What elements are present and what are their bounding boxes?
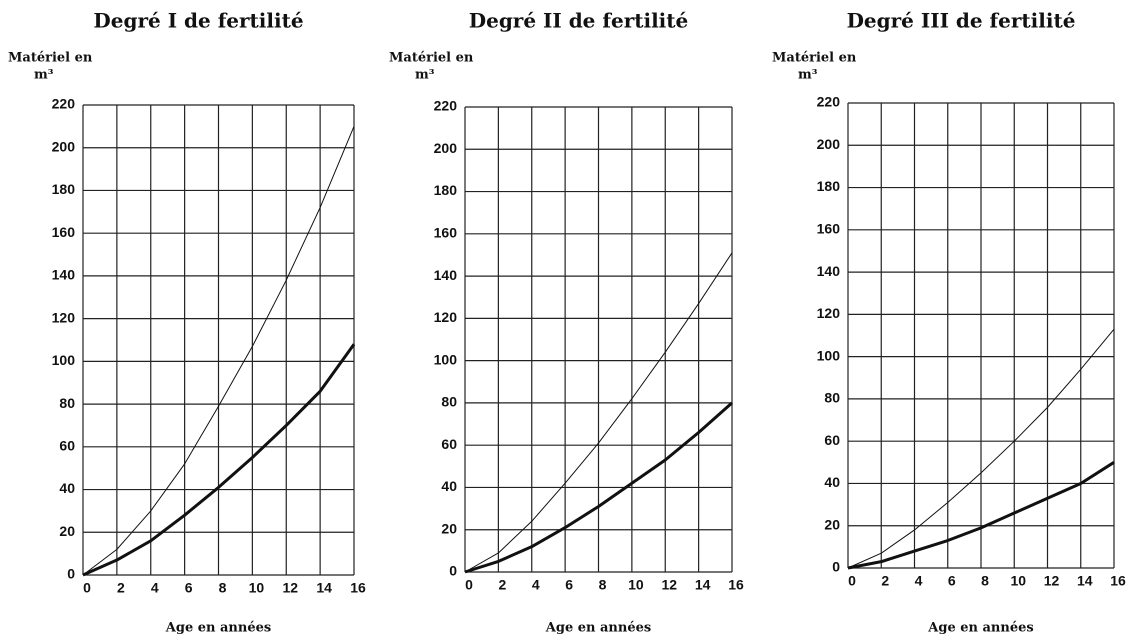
y-tick-label: 40 — [59, 480, 75, 496]
y-tick-label: 200 — [52, 138, 76, 154]
line — [464, 252, 733, 573]
y-tick-label: 180 — [434, 182, 458, 198]
y-tick-label: 120 — [434, 309, 458, 325]
y-axis-label: m³ — [34, 68, 54, 83]
x-tick-label: 14 — [316, 580, 332, 596]
y-tick-label: 180 — [52, 181, 76, 197]
line — [847, 328, 1115, 569]
x-tick-label: 10 — [628, 577, 644, 593]
x-tick-label: 14 — [1077, 573, 1093, 589]
x-tick-label: 16 — [350, 580, 366, 596]
x-tick-label: 12 — [282, 580, 298, 596]
y-tick-label: 80 — [59, 395, 75, 411]
x-tick-label: 4 — [532, 577, 540, 593]
y-axis-label: m³ — [798, 68, 818, 83]
x-tick-label: 10 — [1010, 573, 1026, 589]
x-tick-label: 0 — [83, 580, 91, 596]
y-tick-label: 100 — [817, 347, 841, 363]
y-tick-label: 0 — [449, 563, 457, 579]
chart-title: Degré II de fertilité — [469, 9, 688, 33]
y-tick-label: 80 — [824, 390, 840, 406]
x-tick-label: 2 — [117, 580, 125, 596]
x-tick-label: 6 — [948, 573, 956, 589]
y-tick-label: 200 — [817, 136, 841, 152]
line — [464, 401, 733, 574]
y-tick-label: 60 — [824, 432, 840, 448]
x-axis-label: Age en années — [165, 621, 271, 636]
x-tick-label: 12 — [1044, 573, 1060, 589]
y-axis-label: Matériel en — [8, 51, 93, 66]
x-tick-label: 4 — [151, 580, 159, 596]
y-axis-label: Matériel en — [389, 51, 474, 66]
x-tick-label: 6 — [185, 580, 193, 596]
y-axis-label: m³ — [415, 68, 435, 83]
y-tick-label: 180 — [817, 178, 841, 194]
y-tick-label: 220 — [52, 96, 76, 112]
chart-title: Degré I de fertilité — [93, 9, 303, 33]
chart-title: Degré III de fertilité — [847, 9, 1076, 33]
y-tick-label: 140 — [52, 267, 76, 283]
y-tick-label: 80 — [441, 394, 457, 410]
y-tick-label: 140 — [817, 263, 841, 279]
y-tick-label: 60 — [441, 436, 457, 452]
y-tick-label: 160 — [52, 224, 76, 240]
y-tick-label: 160 — [434, 225, 458, 241]
y-tick-label: 220 — [817, 94, 841, 110]
y-tick-label: 120 — [817, 305, 841, 321]
y-tick-label: 20 — [824, 516, 840, 532]
x-tick-label: 10 — [249, 580, 265, 596]
x-tick-label: 16 — [1110, 573, 1126, 589]
y-tick-label: 200 — [434, 140, 458, 156]
x-tick-label: 6 — [565, 577, 573, 593]
y-tick-label: 60 — [59, 438, 75, 454]
y-axis-label: Matériel en — [772, 51, 857, 66]
x-tick-label: 8 — [981, 573, 989, 589]
x-tick-label: 8 — [219, 580, 227, 596]
x-tick-label: 2 — [498, 577, 506, 593]
y-tick-label: 100 — [52, 352, 76, 368]
y-tick-label: 20 — [441, 520, 457, 536]
line — [82, 126, 355, 576]
line — [82, 343, 356, 577]
y-tick-label: 160 — [817, 221, 841, 237]
x-tick-label: 8 — [599, 577, 607, 593]
y-tick-label: 120 — [52, 309, 76, 325]
y-tick-label: 20 — [59, 523, 75, 539]
y-tick-label: 0 — [832, 559, 840, 575]
y-tick-label: 40 — [441, 478, 457, 494]
y-tick-label: 140 — [434, 267, 458, 283]
y-tick-label: 40 — [824, 474, 840, 490]
x-tick-label: 2 — [881, 573, 889, 589]
x-tick-label: 0 — [465, 577, 473, 593]
x-tick-label: 12 — [661, 577, 677, 593]
y-tick-label: 220 — [434, 98, 458, 114]
y-tick-label: 0 — [67, 566, 75, 582]
x-axis-label: Age en années — [927, 621, 1033, 636]
x-tick-label: 0 — [848, 573, 856, 589]
x-tick-label: 16 — [728, 577, 744, 593]
y-tick-label: 100 — [434, 351, 458, 367]
x-tick-label: 14 — [695, 577, 711, 593]
line — [847, 461, 1115, 570]
x-axis-label: Age en années — [545, 621, 651, 636]
x-tick-label: 4 — [915, 573, 923, 589]
